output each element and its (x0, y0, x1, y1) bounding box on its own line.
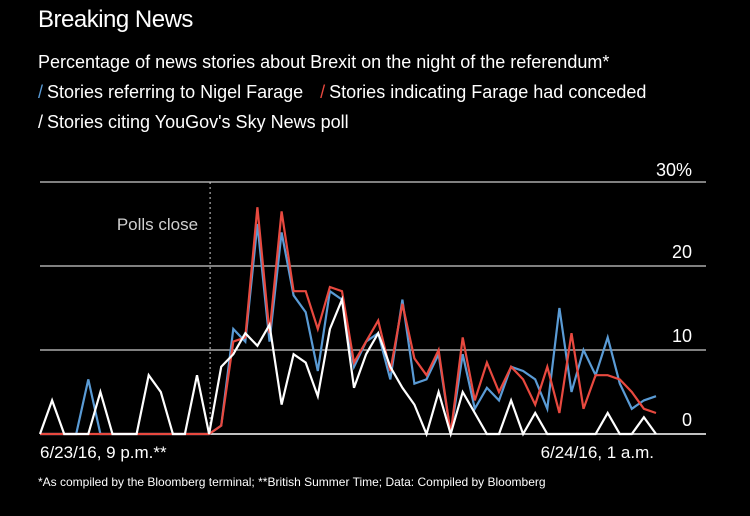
legend-item-yougov: / Stories citing YouGov's Sky News poll (38, 112, 349, 133)
y-tick-label: 0 (682, 410, 692, 430)
legend-swatch-blue: / (38, 82, 44, 102)
legend-label-conceded: Stories indicating Farage had conceded (329, 82, 647, 102)
footnote: *As compiled by the Bloomberg terminal; … (38, 475, 546, 489)
series-line-farage (40, 223, 657, 436)
legend-label-yougov: Stories citing YouGov's Sky News poll (47, 112, 349, 132)
y-tick-label: 30% (656, 160, 692, 180)
legend-swatch-white: / (38, 112, 44, 132)
legend-row-2: / Stories citing YouGov's Sky News poll (38, 112, 349, 133)
series-line-yougov (38, 295, 657, 438)
legend-item-farage: / Stories referring to Nigel Farage (38, 82, 303, 103)
polls-close-label: Polls close (117, 215, 198, 234)
y-tick-label: 10 (672, 326, 692, 346)
chart-subtitle: Percentage of news stories about Brexit … (38, 52, 610, 72)
chart-title: Breaking News (38, 6, 193, 33)
legend-swatch-red: / (320, 82, 326, 102)
legend-label-farage: Stories referring to Nigel Farage (47, 82, 304, 102)
x-tick-label: 6/24/16, 1 a.m. (541, 443, 654, 462)
series-line-conceded (40, 207, 657, 436)
y-tick-label: 20 (672, 242, 692, 262)
legend-item-conceded: / Stories indicating Farage had conceded (320, 82, 646, 103)
x-tick-label: 6/23/16, 9 p.m.** (40, 443, 167, 462)
legend-row-1: / Stories referring to Nigel Farage / Stor… (38, 82, 646, 103)
